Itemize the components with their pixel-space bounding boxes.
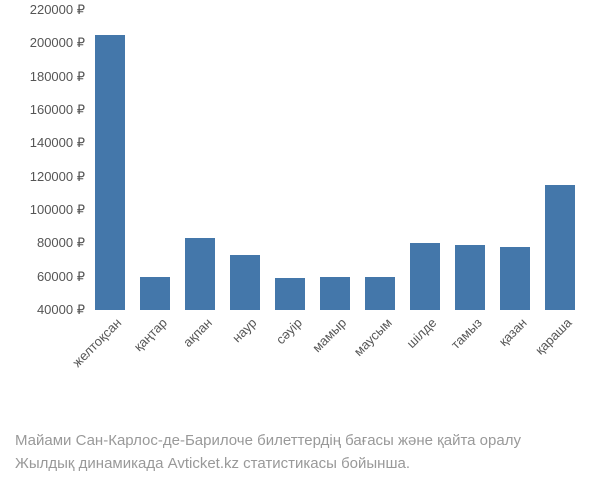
x-tick-label: қаңтар [130, 315, 169, 354]
y-tick-label: 180000 ₽ [30, 69, 85, 85]
y-tick-label: 100000 ₽ [30, 202, 85, 218]
bar [275, 278, 305, 310]
chart-caption: Майами Сан-Карлос-де-Барилоче билеттерді… [15, 430, 595, 475]
x-tick-label: мамыр [310, 315, 350, 355]
bar [95, 35, 125, 310]
bar [320, 277, 350, 310]
caption-line-2: Жылдық динамикада Avticket.kz статистика… [15, 453, 595, 476]
x-tick-label: желтоқсан [70, 315, 125, 370]
x-tick-label: қараша [532, 315, 574, 357]
y-tick-label: 40000 ₽ [37, 302, 85, 318]
x-tick-label: қазан [496, 315, 530, 349]
bar [230, 255, 260, 310]
y-tick-label: 220000 ₽ [30, 2, 85, 18]
bar [140, 277, 170, 310]
bar [545, 185, 575, 310]
x-tick-label: маусым [351, 315, 395, 359]
y-tick-label: 60000 ₽ [37, 269, 85, 285]
plot-area [95, 10, 590, 310]
y-tick-label: 200000 ₽ [30, 35, 85, 51]
y-tick-label: 80000 ₽ [37, 235, 85, 251]
y-tick-label: 160000 ₽ [30, 102, 85, 118]
y-tick-label: 120000 ₽ [30, 169, 85, 185]
bar [455, 245, 485, 310]
x-axis: желтоқсанқаңтарақпаннаурсәуірмамырмаусым… [95, 315, 590, 415]
x-tick-label: ақпан [180, 315, 215, 350]
price-chart: 40000 ₽ 60000 ₽ 80000 ₽ 100000 ₽ 120000 ₽ 140… [0, 0, 600, 500]
bar [500, 247, 530, 310]
x-tick-label: шілде [404, 315, 440, 351]
x-tick-label: тамыз [448, 315, 485, 352]
bar [410, 243, 440, 310]
bar [365, 277, 395, 310]
x-tick-label: сәуір [273, 315, 305, 347]
y-tick-label: 140000 ₽ [30, 135, 85, 151]
bar [185, 238, 215, 310]
y-axis: 40000 ₽60000 ₽80000 ₽100000 ₽120000 ₽140… [0, 10, 90, 310]
caption-line-1: Майами Сан-Карлос-де-Барилоче билеттерді… [15, 430, 595, 453]
x-tick-label: наур [229, 315, 259, 345]
